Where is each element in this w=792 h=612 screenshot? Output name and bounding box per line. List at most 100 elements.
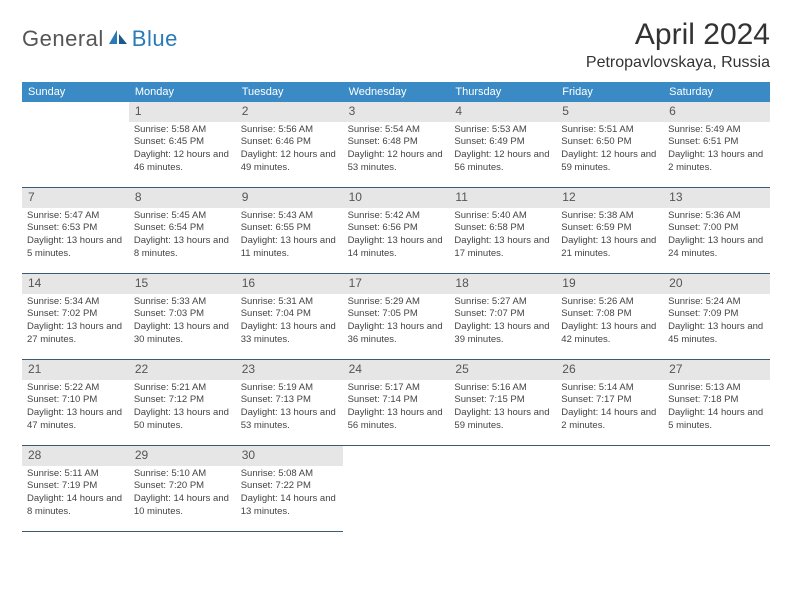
day-details: Sunrise: 5:33 AMSunset: 7:03 PMDaylight:…: [129, 294, 236, 351]
day-number: 24: [343, 360, 450, 380]
day-number: 19: [556, 274, 663, 294]
day-header: Monday: [129, 82, 236, 102]
logo-general: General: [22, 26, 104, 52]
calendar-cell: 27Sunrise: 5:13 AMSunset: 7:18 PMDayligh…: [663, 360, 770, 446]
day-number: 18: [449, 274, 556, 294]
day-header: Saturday: [663, 82, 770, 102]
calendar-cell: 5Sunrise: 5:51 AMSunset: 6:50 PMDaylight…: [556, 102, 663, 188]
day-number: 1: [129, 102, 236, 122]
day-details: Sunrise: 5:19 AMSunset: 7:13 PMDaylight:…: [236, 380, 343, 437]
day-details: Sunrise: 5:42 AMSunset: 6:56 PMDaylight:…: [343, 208, 450, 265]
calendar-cell: 3Sunrise: 5:54 AMSunset: 6:48 PMDaylight…: [343, 102, 450, 188]
day-number: 29: [129, 446, 236, 466]
calendar-cell: 30Sunrise: 5:08 AMSunset: 7:22 PMDayligh…: [236, 446, 343, 532]
calendar-cell: .: [663, 446, 770, 532]
day-number: 10: [343, 188, 450, 208]
day-number: 15: [129, 274, 236, 294]
calendar-cell: 16Sunrise: 5:31 AMSunset: 7:04 PMDayligh…: [236, 274, 343, 360]
day-number: 12: [556, 188, 663, 208]
day-header: Friday: [556, 82, 663, 102]
calendar-cell: 6Sunrise: 5:49 AMSunset: 6:51 PMDaylight…: [663, 102, 770, 188]
day-details: Sunrise: 5:43 AMSunset: 6:55 PMDaylight:…: [236, 208, 343, 265]
calendar-cell: 8Sunrise: 5:45 AMSunset: 6:54 PMDaylight…: [129, 188, 236, 274]
day-details: Sunrise: 5:26 AMSunset: 7:08 PMDaylight:…: [556, 294, 663, 351]
day-number: 20: [663, 274, 770, 294]
day-number: 28: [22, 446, 129, 466]
day-number: 23: [236, 360, 343, 380]
calendar-cell: 12Sunrise: 5:38 AMSunset: 6:59 PMDayligh…: [556, 188, 663, 274]
calendar-cell: 7Sunrise: 5:47 AMSunset: 6:53 PMDaylight…: [22, 188, 129, 274]
day-number: 25: [449, 360, 556, 380]
calendar-cell: .: [449, 446, 556, 532]
day-number: 14: [22, 274, 129, 294]
day-number: 17: [343, 274, 450, 294]
day-number: 26: [556, 360, 663, 380]
day-number: 21: [22, 360, 129, 380]
day-details: Sunrise: 5:34 AMSunset: 7:02 PMDaylight:…: [22, 294, 129, 351]
day-details: Sunrise: 5:31 AMSunset: 7:04 PMDaylight:…: [236, 294, 343, 351]
calendar-cell: 21Sunrise: 5:22 AMSunset: 7:10 PMDayligh…: [22, 360, 129, 446]
calendar-cell: 14Sunrise: 5:34 AMSunset: 7:02 PMDayligh…: [22, 274, 129, 360]
calendar-grid: SundayMondayTuesdayWednesdayThursdayFrid…: [22, 82, 770, 532]
calendar-cell: 26Sunrise: 5:14 AMSunset: 7:17 PMDayligh…: [556, 360, 663, 446]
day-number: 27: [663, 360, 770, 380]
day-number: 30: [236, 446, 343, 466]
calendar-cell: 23Sunrise: 5:19 AMSunset: 7:13 PMDayligh…: [236, 360, 343, 446]
calendar-cell: .: [343, 446, 450, 532]
day-details: Sunrise: 5:08 AMSunset: 7:22 PMDaylight:…: [236, 466, 343, 523]
day-number: 5: [556, 102, 663, 122]
day-number: 4: [449, 102, 556, 122]
calendar-cell: 17Sunrise: 5:29 AMSunset: 7:05 PMDayligh…: [343, 274, 450, 360]
day-number: 6: [663, 102, 770, 122]
day-number: 13: [663, 188, 770, 208]
day-header: Wednesday: [343, 82, 450, 102]
day-details: Sunrise: 5:13 AMSunset: 7:18 PMDaylight:…: [663, 380, 770, 437]
day-details: Sunrise: 5:56 AMSunset: 6:46 PMDaylight:…: [236, 122, 343, 179]
calendar-cell: .: [22, 102, 129, 188]
calendar-cell: 15Sunrise: 5:33 AMSunset: 7:03 PMDayligh…: [129, 274, 236, 360]
day-details: Sunrise: 5:47 AMSunset: 6:53 PMDaylight:…: [22, 208, 129, 265]
sail-icon: [108, 28, 128, 51]
calendar-cell: 1Sunrise: 5:58 AMSunset: 6:45 PMDaylight…: [129, 102, 236, 188]
calendar-cell: 22Sunrise: 5:21 AMSunset: 7:12 PMDayligh…: [129, 360, 236, 446]
day-details: Sunrise: 5:24 AMSunset: 7:09 PMDaylight:…: [663, 294, 770, 351]
calendar-cell: 13Sunrise: 5:36 AMSunset: 7:00 PMDayligh…: [663, 188, 770, 274]
calendar-cell: 10Sunrise: 5:42 AMSunset: 6:56 PMDayligh…: [343, 188, 450, 274]
day-header: Sunday: [22, 82, 129, 102]
calendar-cell: 4Sunrise: 5:53 AMSunset: 6:49 PMDaylight…: [449, 102, 556, 188]
calendar-cell: .: [556, 446, 663, 532]
day-number: 2: [236, 102, 343, 122]
day-details: Sunrise: 5:36 AMSunset: 7:00 PMDaylight:…: [663, 208, 770, 265]
day-number: 11: [449, 188, 556, 208]
calendar-cell: 28Sunrise: 5:11 AMSunset: 7:19 PMDayligh…: [22, 446, 129, 532]
day-details: Sunrise: 5:53 AMSunset: 6:49 PMDaylight:…: [449, 122, 556, 179]
day-details: Sunrise: 5:11 AMSunset: 7:19 PMDaylight:…: [22, 466, 129, 523]
day-details: Sunrise: 5:49 AMSunset: 6:51 PMDaylight:…: [663, 122, 770, 179]
calendar-cell: 25Sunrise: 5:16 AMSunset: 7:15 PMDayligh…: [449, 360, 556, 446]
calendar-cell: 24Sunrise: 5:17 AMSunset: 7:14 PMDayligh…: [343, 360, 450, 446]
day-header: Tuesday: [236, 82, 343, 102]
header: General Blue April 2024 Petropavlovskaya…: [22, 18, 770, 72]
day-details: Sunrise: 5:29 AMSunset: 7:05 PMDaylight:…: [343, 294, 450, 351]
calendar-cell: 19Sunrise: 5:26 AMSunset: 7:08 PMDayligh…: [556, 274, 663, 360]
day-header: Thursday: [449, 82, 556, 102]
day-details: Sunrise: 5:21 AMSunset: 7:12 PMDaylight:…: [129, 380, 236, 437]
title-block: April 2024 Petropavlovskaya, Russia: [586, 18, 770, 72]
day-details: Sunrise: 5:14 AMSunset: 7:17 PMDaylight:…: [556, 380, 663, 437]
logo-blue: Blue: [132, 26, 178, 52]
day-details: Sunrise: 5:10 AMSunset: 7:20 PMDaylight:…: [129, 466, 236, 523]
calendar-cell: 2Sunrise: 5:56 AMSunset: 6:46 PMDaylight…: [236, 102, 343, 188]
day-details: Sunrise: 5:54 AMSunset: 6:48 PMDaylight:…: [343, 122, 450, 179]
day-details: Sunrise: 5:38 AMSunset: 6:59 PMDaylight:…: [556, 208, 663, 265]
day-number: 9: [236, 188, 343, 208]
day-details: Sunrise: 5:45 AMSunset: 6:54 PMDaylight:…: [129, 208, 236, 265]
day-details: Sunrise: 5:40 AMSunset: 6:58 PMDaylight:…: [449, 208, 556, 265]
month-title: April 2024: [586, 18, 770, 52]
day-number: 16: [236, 274, 343, 294]
calendar-cell: 20Sunrise: 5:24 AMSunset: 7:09 PMDayligh…: [663, 274, 770, 360]
day-details: Sunrise: 5:16 AMSunset: 7:15 PMDaylight:…: [449, 380, 556, 437]
calendar-cell: 9Sunrise: 5:43 AMSunset: 6:55 PMDaylight…: [236, 188, 343, 274]
calendar-cell: 11Sunrise: 5:40 AMSunset: 6:58 PMDayligh…: [449, 188, 556, 274]
day-number: 22: [129, 360, 236, 380]
day-number: 3: [343, 102, 450, 122]
